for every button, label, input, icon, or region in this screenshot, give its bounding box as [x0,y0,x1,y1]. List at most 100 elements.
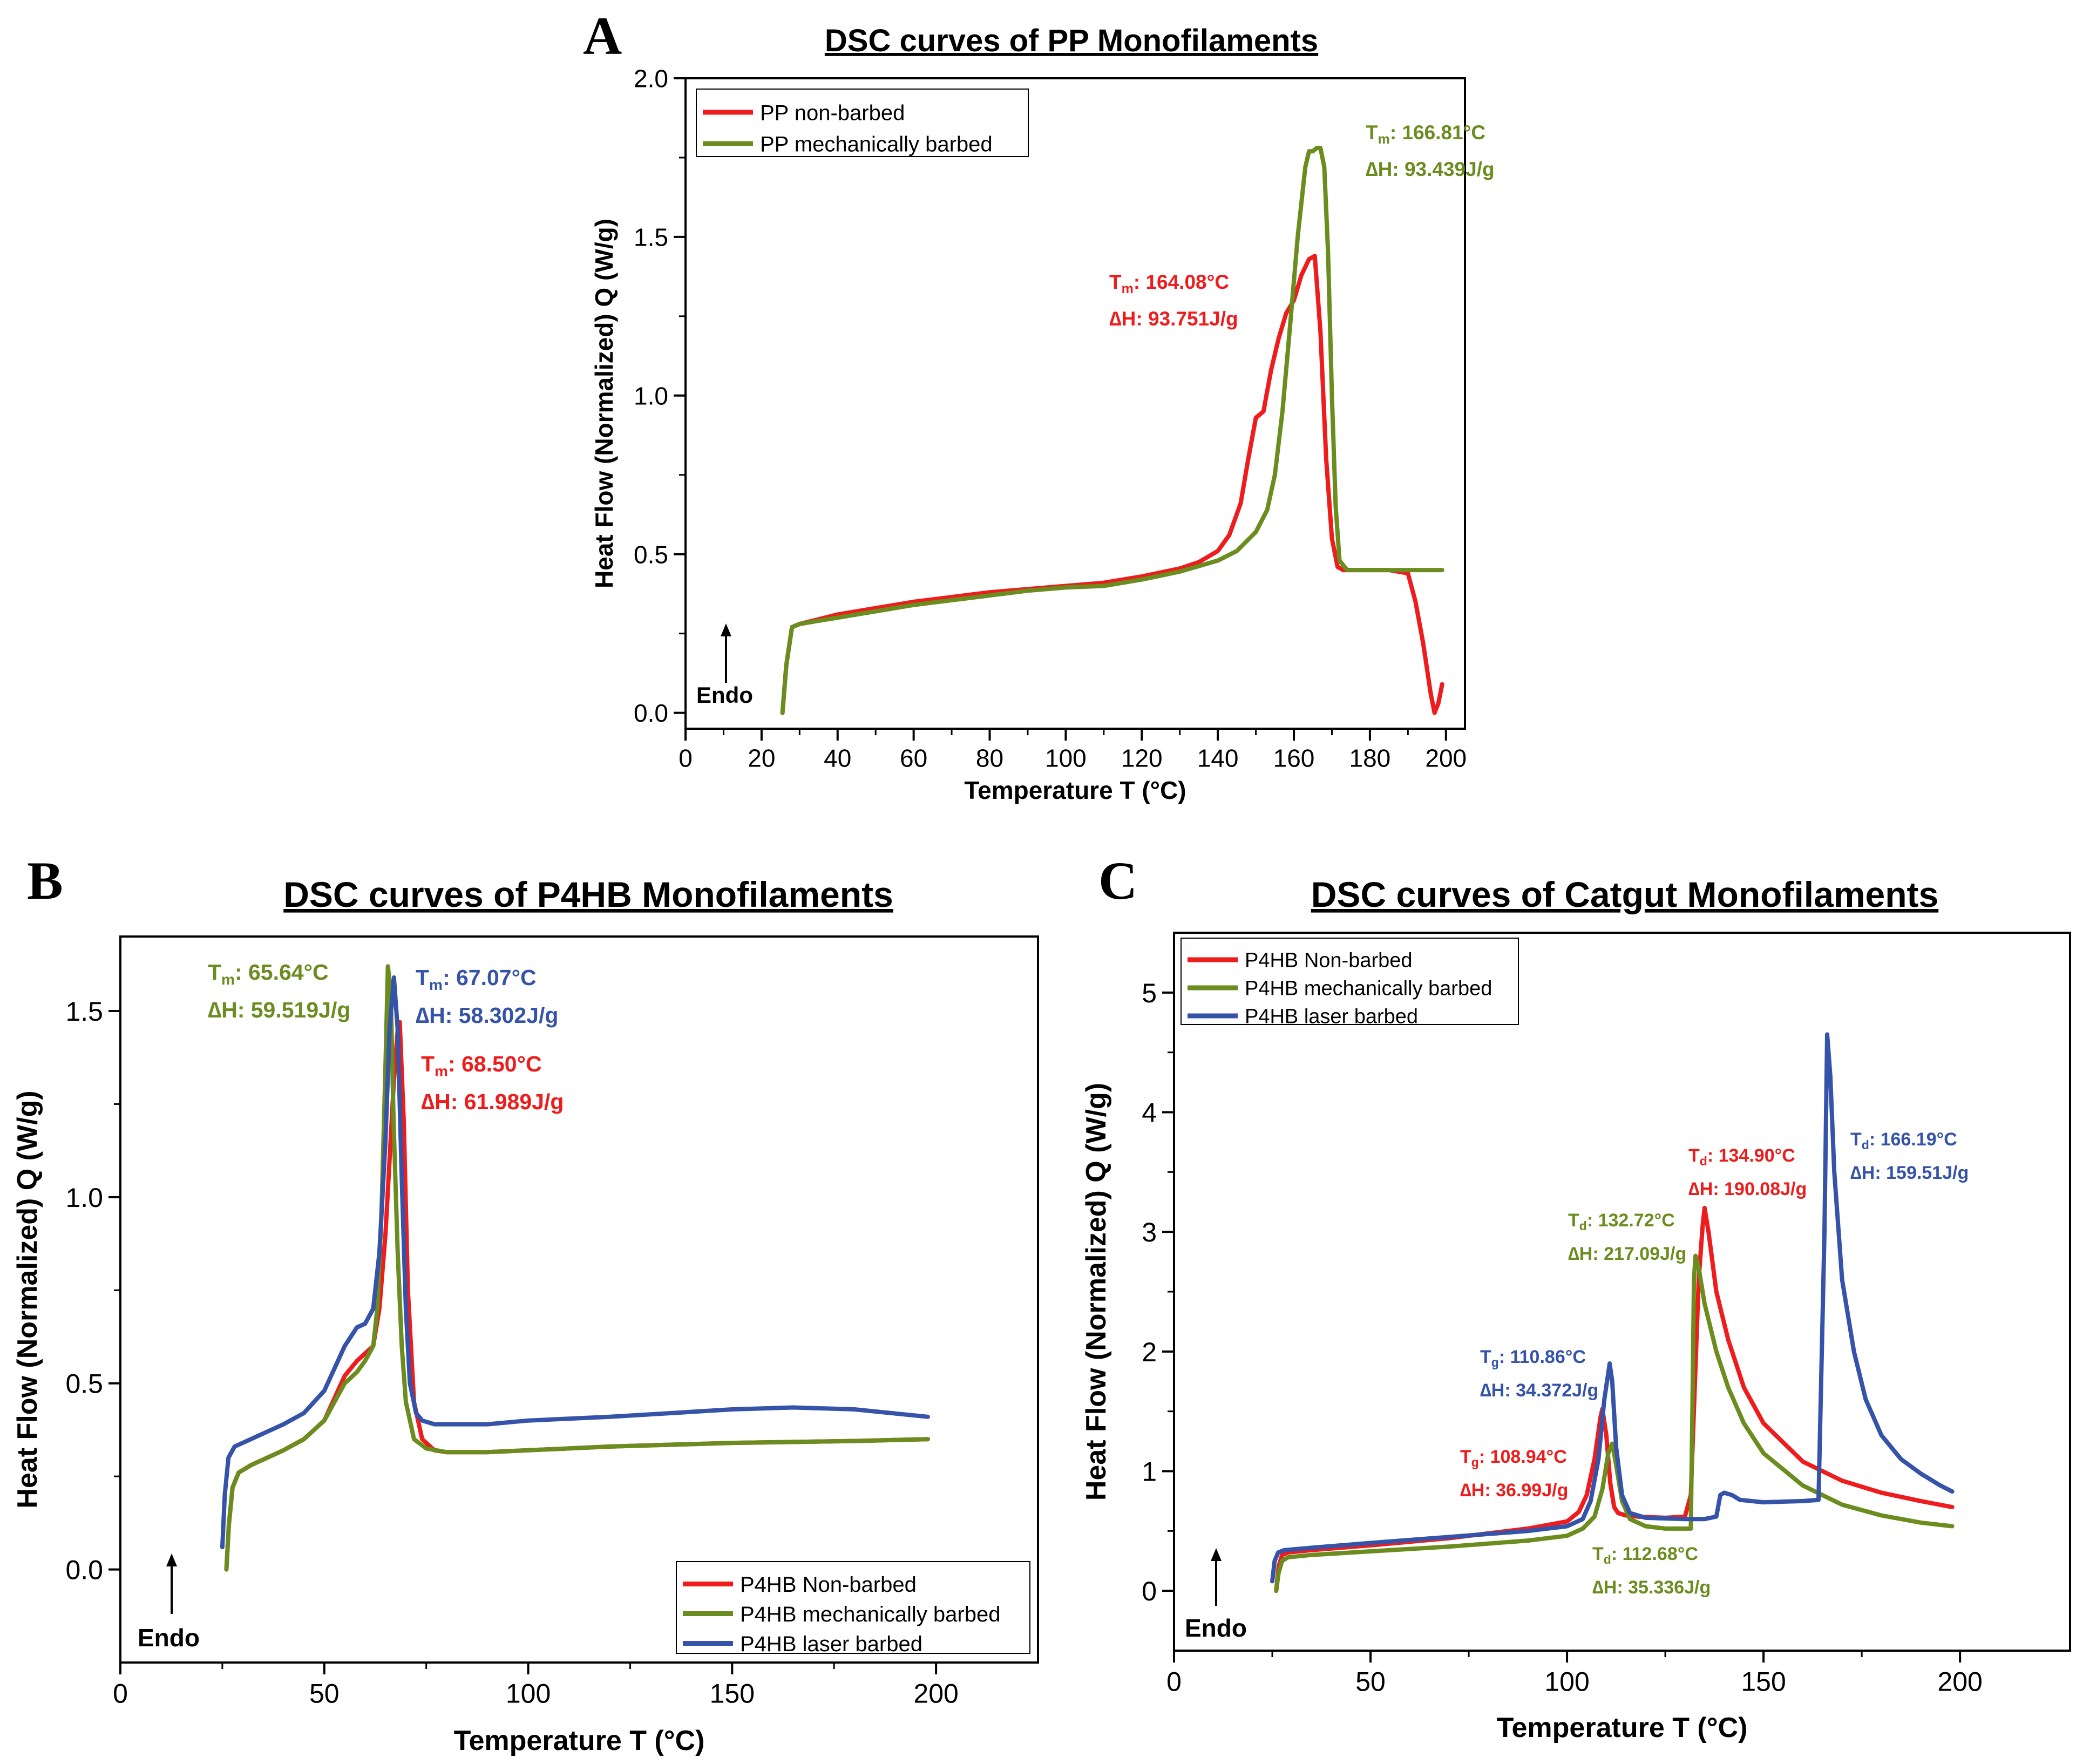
x-tick-label: 0 [113,1679,128,1709]
plot-frame [119,935,1039,1664]
y-tick-label: 2.0 [634,65,668,93]
annotation-subscript: m [429,976,443,993]
annotation-symbol: T [1366,121,1378,144]
chart-panel-a: A DSC curves of PP Monofilaments 0 20 40 60 80… [583,6,1495,804]
legend-label: P4HB laser barbed [740,1632,922,1656]
annotation-subscript: d [1700,1154,1707,1168]
annotation-temp: Tg: 110.86°C [1480,1347,1586,1369]
annotation-temp-value: : 110.86°C [1499,1347,1586,1367]
legend-label: PP non-barbed [760,101,905,125]
x-tick-label: 120 [1121,744,1163,772]
annotation-temp-value: : 164.08°C [1134,271,1229,293]
y-axis-label: Heat Flow (Normalized) Q (W/g) [12,1090,43,1508]
panel-letter: B [27,851,63,911]
x-tick-label: 40 [824,744,851,772]
y-tick-label: 0.0 [65,1555,103,1585]
endo-arrow-icon [1211,1548,1222,1561]
annotation-symbol: T [1460,1447,1471,1467]
annotation-enthalpy: ∆H: 61.989J/g [421,1089,564,1114]
annotation: Tg: 110.86°C ∆H: 34.372J/g [1480,1347,1598,1401]
y-tick-label: 4 [1142,1098,1157,1128]
x-tick-label: 140 [1197,744,1239,772]
x-tick-label: 100 [1045,744,1087,772]
annotation: Td: 112.68°C ∆H: 35.336J/g [1592,1544,1711,1598]
series-line-pp-mechanically-barbed [780,146,1444,715]
annotation-subscript: m [1378,132,1390,147]
annotation-subscript: d [1579,1219,1587,1233]
annotation: Tm: 67.07°C ∆H: 58.302J/g [416,965,558,1028]
y-axis-label: Heat Flow (Normalized) Q (W/g) [590,219,618,588]
x-tick-label: 60 [900,744,927,772]
annotation-temp-value: : 166.19°C [1869,1129,1957,1150]
annotation-subscript: m [435,1063,448,1080]
annotation-enthalpy: ∆H: 190.08J/g [1688,1179,1807,1199]
x-tick-label: 200 [1425,744,1467,772]
y-tick-label: 1.0 [65,1183,103,1213]
annotation-enthalpy: ∆H: 93.439J/g [1366,158,1495,180]
series-group [780,146,1444,715]
annotation-temp: Tm: 166.81°C [1366,121,1485,147]
annotation-subscript: m [221,971,235,988]
x-tick-label: 100 [506,1679,551,1709]
x-tick-label: 150 [710,1679,755,1709]
annotation-enthalpy: ∆H: 34.372J/g [1480,1380,1598,1401]
legend: PP non-barbed PP mechanically barbed [696,89,1029,157]
legend-box [1181,938,1519,1025]
annotation-temp: Tg: 108.94°C [1460,1447,1567,1469]
y-tick-label: 0.5 [65,1369,103,1399]
annotation: Td: 132.72°C ∆H: 217.09J/g [1568,1210,1686,1264]
legend-label: PP mechanically barbed [760,132,993,156]
panel-letter: A [583,6,622,66]
chart-panel-b: B DSC curves of P4HB Monofilaments 0 50 100 1… [12,851,1039,1756]
x-tick-label: 50 [1355,1667,1386,1697]
plot-frame [1173,932,2071,1652]
series-line-p4hb-mechanically-barbed [224,964,930,1572]
annotation-enthalpy: ∆H: 93.751J/g [1109,308,1238,330]
legend-box [676,1561,1030,1654]
x-tick-label: 0 [679,744,693,772]
legend: P4HB Non-barbed P4HB mechanically barbed P… [1181,938,1519,1028]
annotation-temp: Tm: 67.07°C [416,965,537,993]
legend-label: P4HB Non-barbed [740,1573,917,1597]
annotation-symbol: T [1480,1347,1491,1367]
annotation-enthalpy: ∆H: 58.302J/g [416,1003,558,1028]
legend: P4HB Non-barbed P4HB mechanically barbed P… [676,1561,1030,1656]
endo-label: Endo [696,682,753,708]
annotation: Tg: 108.94°C ∆H: 36.99J/g [1460,1447,1568,1501]
annotation-enthalpy: ∆H: 36.99J/g [1460,1480,1568,1501]
chart-title: DSC curves of P4HB Monofilaments [283,874,893,914]
annotation-symbol: T [1109,271,1122,293]
x-tick-label: 180 [1349,744,1391,772]
annotation-subscript: m [1122,281,1134,296]
annotation-temp: Td: 134.90°C [1688,1145,1795,1168]
annotation: Tm: 166.81°C ∆H: 93.439J/g [1366,121,1495,180]
annotation-subscript: d [1862,1138,1869,1152]
annotation: Tm: 68.50°C ∆H: 61.989J/g [421,1051,564,1114]
annotation-temp-value: : 67.07°C [443,965,537,990]
y-tick-label: 1.0 [634,382,668,410]
y-tick-label: 1.5 [634,223,668,251]
annotation-enthalpy: ∆H: 59.519J/g [208,998,350,1022]
y-tick-label: 2 [1142,1337,1157,1367]
annotation-temp: Td: 132.72°C [1568,1210,1675,1233]
chart-title: DSC curves of PP Monofilaments [825,23,1318,58]
annotation-temp: Td: 166.19°C [1850,1129,1957,1152]
annotation-symbol: T [1850,1129,1862,1150]
annotation: Tm: 65.64°C ∆H: 59.519J/g [208,960,350,1022]
annotation-temp-value: : 68.50°C [448,1051,542,1076]
annotation-temp-value: : 112.68°C [1611,1544,1698,1564]
x-tick-label: 200 [1937,1667,1982,1697]
plot-frame [684,77,1466,730]
legend-label: P4HB mechanically barbed [1245,978,1492,1000]
y-tick-label: 3 [1142,1217,1157,1247]
y-tick-label: 0 [1142,1576,1157,1606]
series-line-p4hb-mechanically-barbed [1274,1253,1955,1593]
x-tick-label: 50 [309,1679,340,1709]
series-line-p4hb-laser-barbed [220,975,930,1550]
annotation-symbol: T [1568,1210,1579,1231]
endo-label: Endo [138,1624,200,1652]
annotation-temp-value: : 132.72°C [1587,1210,1675,1231]
annotation-temp-value: : 108.94°C [1479,1447,1567,1467]
